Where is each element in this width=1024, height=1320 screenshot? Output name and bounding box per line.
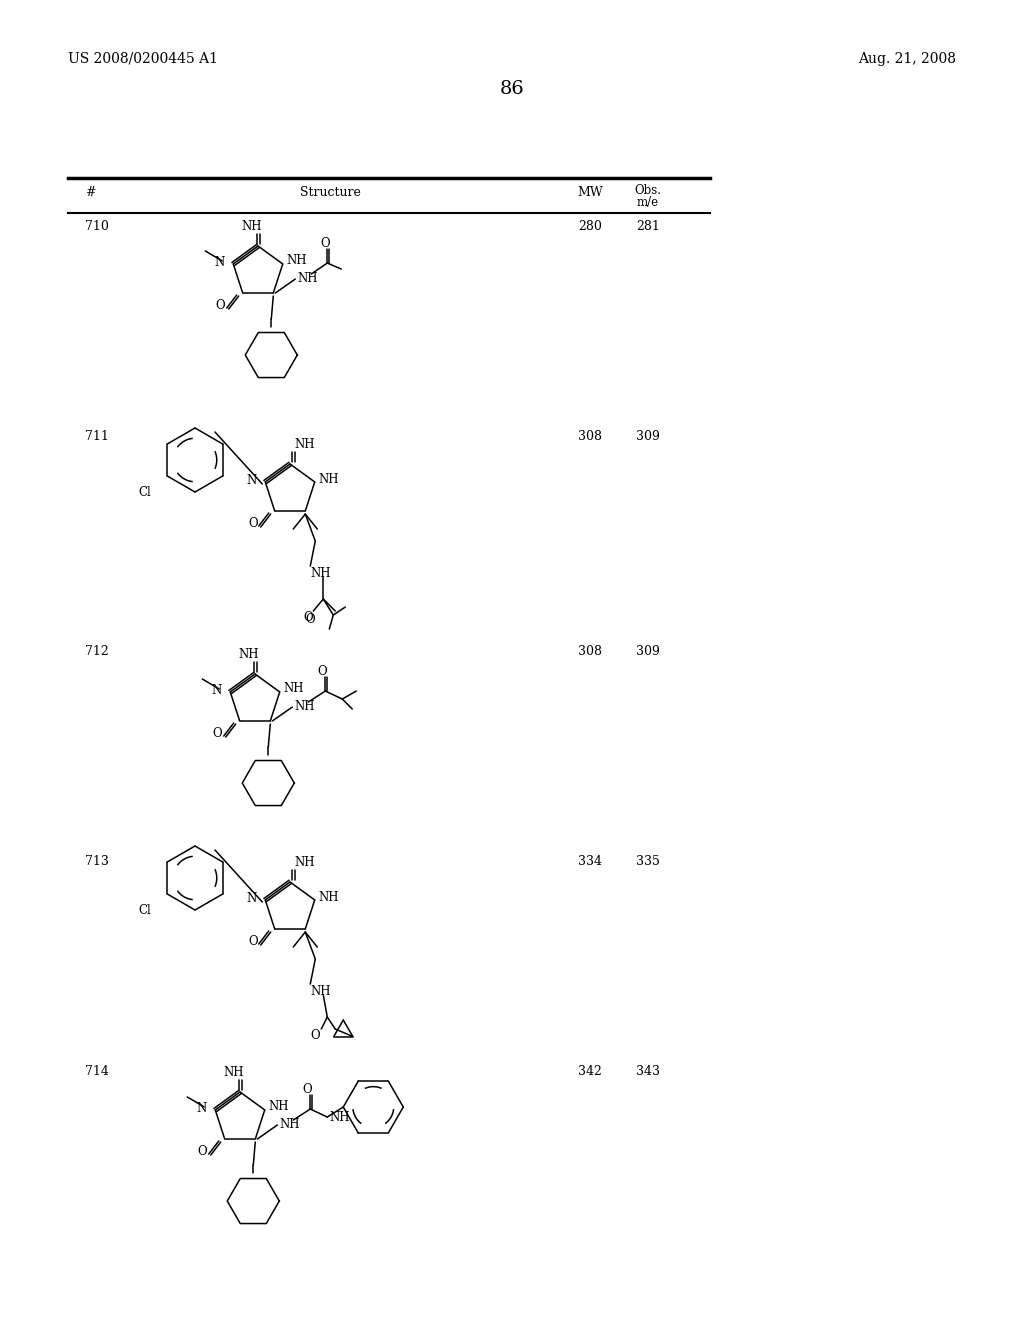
Text: N: N xyxy=(214,256,224,269)
Text: NH: NH xyxy=(297,272,317,285)
Text: 308: 308 xyxy=(578,430,602,444)
Text: Cl: Cl xyxy=(138,903,152,916)
Text: NH: NH xyxy=(294,437,314,450)
Text: O: O xyxy=(248,516,257,529)
Text: #: # xyxy=(85,186,95,199)
Text: O: O xyxy=(215,298,224,312)
Text: O: O xyxy=(305,612,315,626)
Text: 714: 714 xyxy=(85,1065,109,1078)
Text: 713: 713 xyxy=(85,855,109,869)
Text: NH: NH xyxy=(294,700,314,713)
Text: 712: 712 xyxy=(85,645,109,657)
Text: 309: 309 xyxy=(636,645,659,657)
Text: NH: NH xyxy=(318,474,339,487)
Text: NH: NH xyxy=(284,682,304,696)
Text: NH: NH xyxy=(280,1118,300,1130)
Text: NH: NH xyxy=(287,255,307,268)
Text: N: N xyxy=(211,685,221,697)
Text: NH: NH xyxy=(242,219,262,232)
Text: 86: 86 xyxy=(500,81,524,98)
Text: 335: 335 xyxy=(636,855,659,869)
Text: NH: NH xyxy=(294,855,314,869)
Text: NH: NH xyxy=(239,648,259,660)
Text: N: N xyxy=(246,892,256,906)
Text: 342: 342 xyxy=(579,1065,602,1078)
Text: O: O xyxy=(321,236,330,249)
Text: Cl: Cl xyxy=(138,486,152,499)
Text: O: O xyxy=(302,1082,312,1096)
Text: 280: 280 xyxy=(579,220,602,234)
Text: NH: NH xyxy=(268,1101,289,1114)
Text: 710: 710 xyxy=(85,220,109,234)
Text: O: O xyxy=(303,611,313,624)
Text: MW: MW xyxy=(578,186,603,199)
Text: O: O xyxy=(212,726,221,739)
Text: m/e: m/e xyxy=(637,195,659,209)
Text: 334: 334 xyxy=(578,855,602,869)
Text: NH: NH xyxy=(310,568,331,579)
Text: Aug. 21, 2008: Aug. 21, 2008 xyxy=(858,51,956,66)
Text: 343: 343 xyxy=(636,1065,660,1078)
Text: NH: NH xyxy=(318,891,339,904)
Text: US 2008/0200445 A1: US 2008/0200445 A1 xyxy=(68,51,218,66)
Text: 308: 308 xyxy=(578,645,602,657)
Text: N: N xyxy=(246,474,256,487)
Text: Obs.: Obs. xyxy=(635,183,662,197)
Text: NH: NH xyxy=(224,1065,245,1078)
Text: NH: NH xyxy=(310,985,331,998)
Text: Structure: Structure xyxy=(300,186,360,199)
Text: N: N xyxy=(197,1102,207,1115)
Text: NH: NH xyxy=(330,1110,350,1123)
Text: O: O xyxy=(317,664,327,677)
Text: 711: 711 xyxy=(85,430,109,444)
Text: 281: 281 xyxy=(636,220,659,234)
Text: O: O xyxy=(310,1030,321,1041)
Text: O: O xyxy=(197,1144,207,1158)
Text: O: O xyxy=(248,935,257,948)
Text: 309: 309 xyxy=(636,430,659,444)
